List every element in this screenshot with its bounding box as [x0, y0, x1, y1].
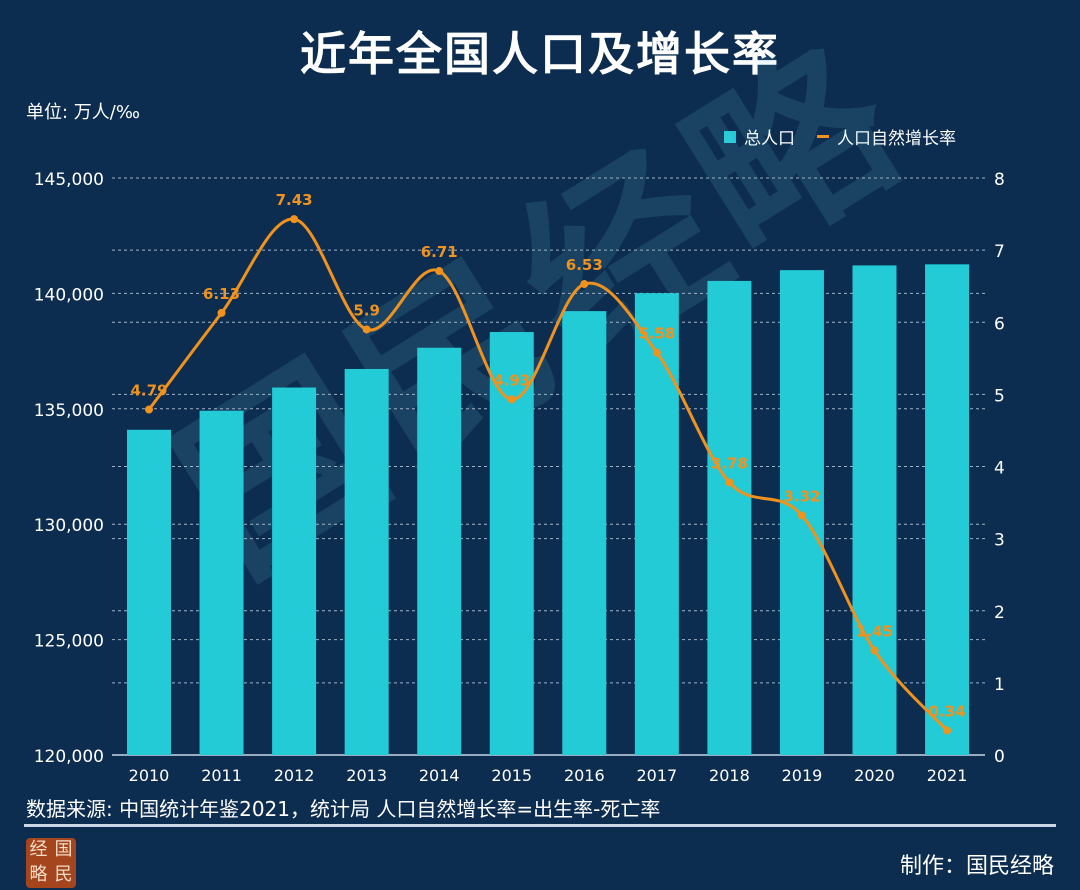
rate-point [580, 280, 589, 289]
rate-data-label: 4.93 [493, 371, 530, 389]
rate-point [725, 478, 734, 487]
x-tick-label: 2013 [346, 766, 387, 785]
rate-data-label: 5.9 [353, 301, 380, 319]
rate-data-label: 6.71 [421, 243, 458, 261]
rate-point [217, 308, 226, 317]
bar [925, 264, 970, 755]
left-tick-label: 140,000 [34, 285, 104, 305]
x-tick-label: 2012 [274, 766, 315, 785]
rate-data-label: 7.43 [276, 191, 313, 209]
rate-data-label: 4.79 [130, 382, 167, 400]
left-tick-label: 130,000 [34, 516, 104, 536]
left-tick-label: 120,000 [34, 747, 104, 767]
left-tick-label: 135,000 [34, 401, 104, 421]
rate-data-label: 0.34 [929, 702, 966, 720]
right-tick-label: 7 [994, 242, 1005, 262]
bar [707, 280, 752, 755]
right-tick-label: 1 [994, 675, 1005, 695]
rate-point [652, 348, 661, 357]
rate-point [943, 726, 952, 735]
x-tick-label: 2016 [564, 766, 605, 785]
bar [562, 311, 607, 755]
rate-point [435, 267, 444, 276]
divider [24, 824, 1056, 827]
bar [344, 368, 389, 755]
rate-point [290, 215, 299, 224]
bar [199, 410, 244, 755]
right-tick-label: 4 [994, 459, 1005, 479]
x-tick-label: 2018 [709, 766, 750, 785]
rate-data-label: 1.45 [856, 622, 893, 640]
right-tick-label: 6 [994, 314, 1005, 334]
rate-point [870, 646, 879, 655]
x-tick-label: 2010 [129, 766, 170, 785]
x-tick-label: 2021 [927, 766, 968, 785]
rate-data-label: 3.78 [711, 454, 748, 472]
bar [272, 387, 317, 755]
legend-bar-swatch [724, 130, 736, 143]
rate-point [362, 325, 371, 334]
legend: 总人口 人口自然增长率 [724, 124, 956, 149]
rate-data-label: 6.53 [566, 256, 603, 274]
bar [852, 265, 897, 755]
x-tick-label: 2014 [419, 766, 460, 785]
source-note: 数据来源: 中国统计年鉴2021，统计局 人口自然增长率=出生率-死亡率 [26, 797, 661, 821]
stamp-char: 国 [54, 839, 73, 860]
left-tick-label: 125,000 [34, 632, 104, 652]
unit-label: 单位: 万人/‰ [26, 102, 141, 123]
left-tick-label: 145,000 [34, 170, 104, 190]
rate-data-label: 3.32 [783, 488, 820, 506]
rate-point [507, 395, 516, 404]
bar [417, 347, 462, 755]
stamp-char: 民 [54, 864, 73, 885]
right-tick-label: 5 [994, 386, 1005, 406]
bar [127, 429, 171, 755]
stamp-char: 经 [29, 839, 48, 860]
logo-stamp: 经 国 略 民 [26, 838, 76, 888]
right-tick-label: 3 [994, 531, 1005, 551]
legend-line-label: 人口自然增长率 [837, 129, 956, 149]
rate-data-label: 5.58 [638, 325, 675, 343]
bar [634, 293, 679, 755]
credit: 制作：国民经略 [899, 854, 1054, 879]
chart-title: 近年全国人口及增长率 [300, 27, 780, 81]
legend-line-swatch [817, 135, 829, 138]
x-tick-label: 2019 [782, 766, 823, 785]
x-tick-label: 2015 [491, 766, 532, 785]
x-tick-label: 2011 [201, 766, 242, 785]
stamp-char: 略 [29, 864, 48, 885]
right-tick-label: 8 [994, 170, 1005, 190]
right-tick-label: 2 [994, 603, 1005, 623]
rate-point [145, 405, 153, 414]
legend-bar-label: 总人口 [744, 129, 795, 149]
x-tick-label: 2017 [636, 766, 677, 785]
rate-point [797, 511, 806, 520]
rate-data-label: 6.13 [203, 285, 240, 303]
right-tick-label: 0 [994, 747, 1005, 767]
x-tick-label: 2020 [854, 766, 895, 785]
rate-line [147, 217, 949, 732]
